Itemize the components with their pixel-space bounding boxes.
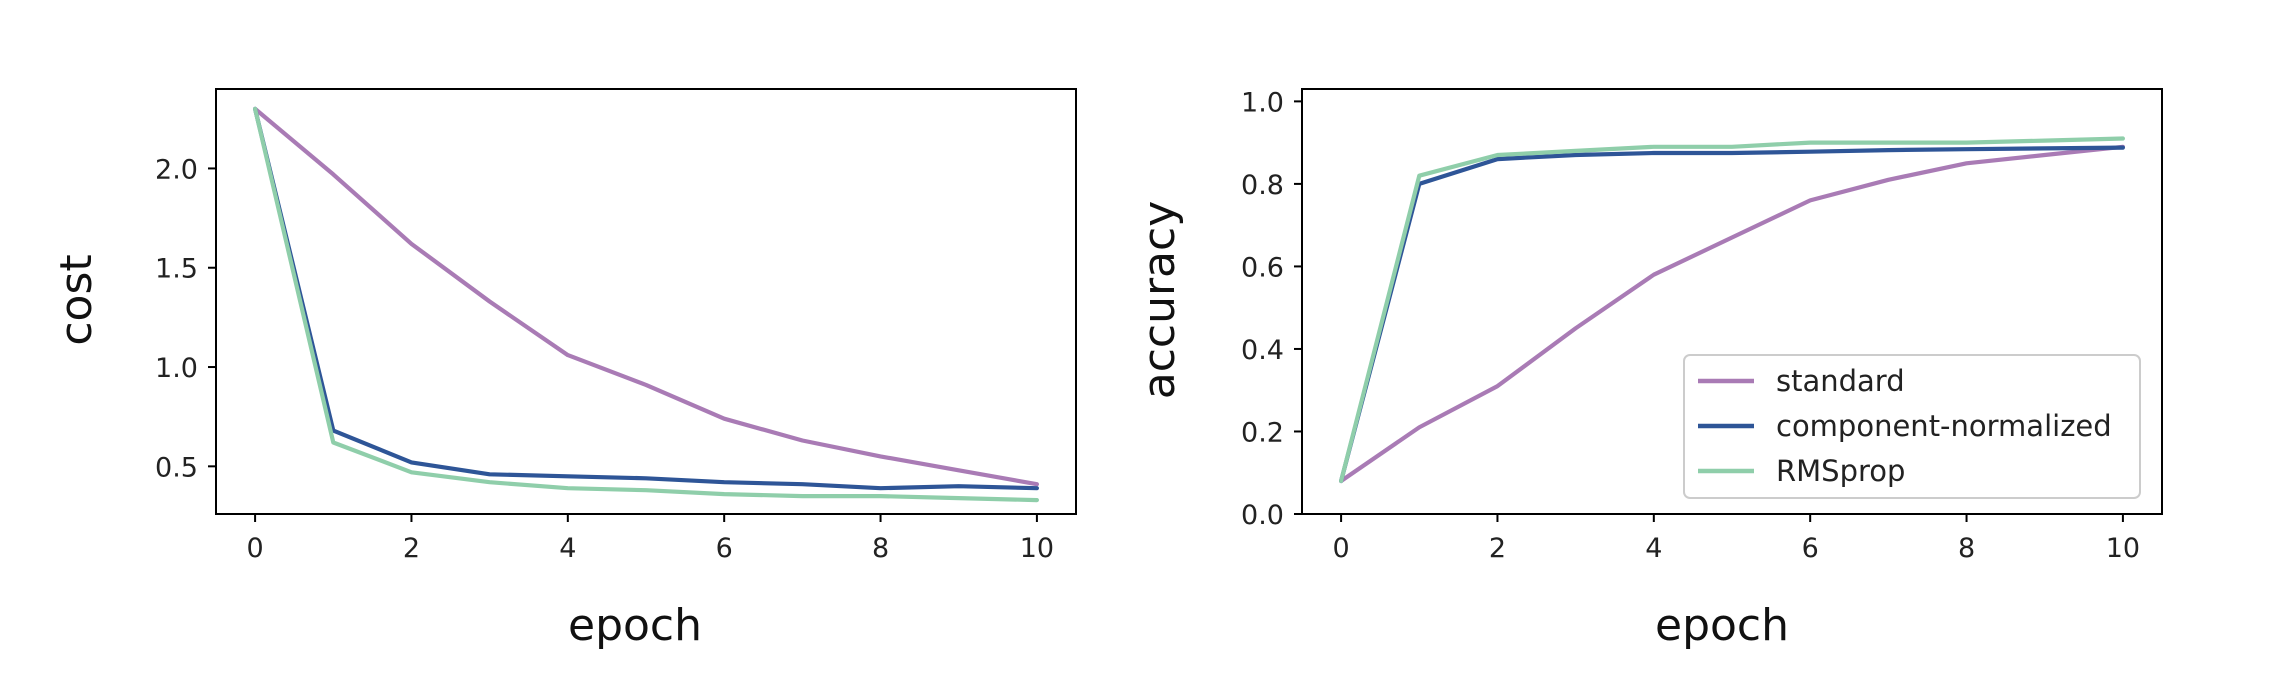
y-axis-title: cost — [51, 254, 102, 345]
y-tick-label: 2.0 — [155, 154, 198, 185]
series-line-component-normalized — [253, 106, 1040, 491]
x-tick-label: 8 — [872, 533, 889, 564]
legend-box — [1683, 354, 2141, 499]
legend-label-rmsprop: RMSprop — [1776, 454, 1905, 488]
series-line-standard — [1338, 144, 2125, 484]
x-tick-label: 6 — [1802, 533, 1819, 564]
series-line-standard — [253, 106, 1040, 487]
y-tick-label: 0.6 — [1241, 252, 1284, 283]
plot-frame — [215, 88, 1077, 515]
legend-label-component-normalized: component-normalized — [1776, 409, 2112, 443]
y-tick-label: 0.8 — [1241, 170, 1284, 201]
y-tick-label: 0.5 — [155, 452, 198, 483]
series-line-rmsprop — [1338, 136, 2125, 484]
y-tick-label: 1.0 — [1241, 87, 1284, 118]
y-tick-label: 0.2 — [1241, 417, 1284, 448]
x-axis-title: epoch — [568, 600, 702, 651]
x-tick-label: 0 — [1332, 533, 1349, 564]
y-axis-title: accuracy — [1134, 201, 1185, 400]
series-line-rmsprop — [253, 106, 1040, 503]
x-tick-label: 4 — [1645, 533, 1662, 564]
cost-panel: 0 2 4 6 8 10 0.5 1.0 1.5 2.0 epoch cost — [51, 88, 1077, 651]
y-tick-label: 1.5 — [155, 254, 198, 285]
y-tick-label: 1.0 — [155, 353, 198, 384]
accuracy-panel: 0 2 4 6 8 10 0.0 0.2 0.4 0.6 0.8 1.0 epoch accuracy st… — [1134, 87, 2163, 651]
x-tick-label: 4 — [559, 533, 576, 564]
y-tick-label: 0.0 — [1241, 500, 1284, 531]
y-tick-label: 0.4 — [1241, 335, 1284, 366]
x-tick-label: 10 — [2106, 533, 2140, 564]
x-tick-label: 8 — [1958, 533, 1975, 564]
x-axis-title: epoch — [1655, 600, 1789, 651]
x-tick-label: 6 — [716, 533, 733, 564]
series-line-component-normalized — [1338, 145, 2125, 484]
x-tick-label: 0 — [246, 533, 263, 564]
x-tick-label: 10 — [1020, 533, 1054, 564]
legend: standard component-normalized RMSprop — [1683, 354, 2141, 499]
plot-frame — [1301, 88, 2163, 515]
x-tick-label: 2 — [1489, 533, 1506, 564]
x-tick-label: 2 — [403, 533, 420, 564]
legend-label-standard: standard — [1776, 364, 1905, 398]
